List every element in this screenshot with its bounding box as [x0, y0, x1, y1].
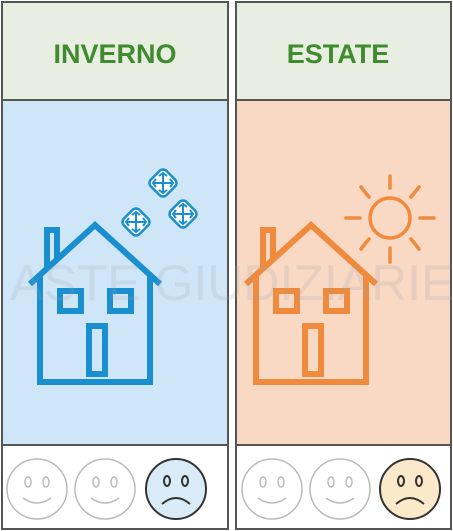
house — [243, 220, 379, 385]
panel-title: INVERNO — [53, 39, 176, 69]
winter-panel: INVERNO — [1, 1, 229, 530]
panel-title: ESTATE — [287, 39, 390, 69]
summer-panel: ESTATE — [235, 1, 452, 530]
sun — [344, 174, 436, 264]
rating-faces — [6, 458, 207, 520]
rating-faces — [241, 458, 441, 520]
watermark: ASTE GIUDIZIARIE — [10, 255, 453, 311]
house — [27, 220, 163, 385]
